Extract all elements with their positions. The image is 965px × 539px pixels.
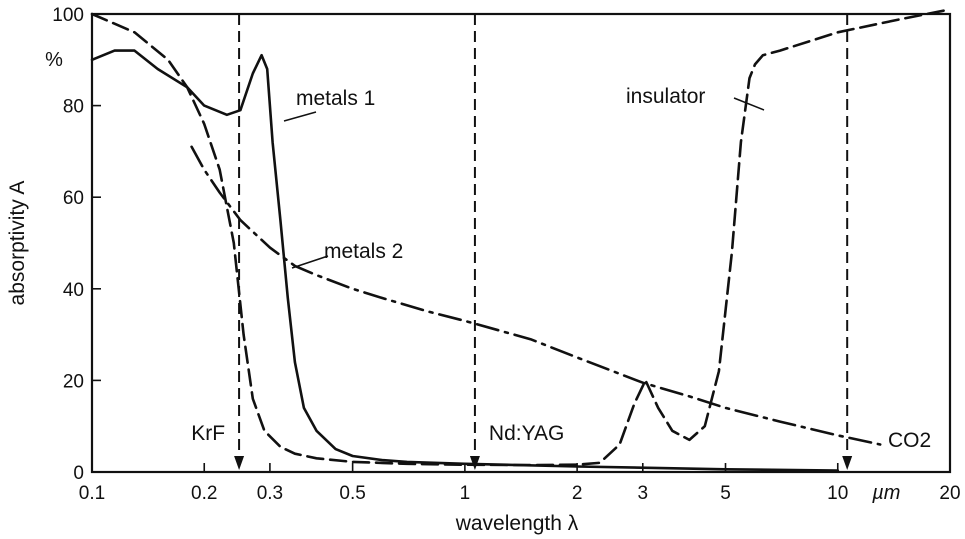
x-tick-label-8: 10 (827, 483, 848, 504)
ref-label-2: CO2 (888, 429, 931, 452)
ref-arrow-0 (234, 456, 245, 470)
y-tick-label-0: 0 (73, 463, 84, 484)
x-tick-label-9: 20 (939, 483, 960, 504)
x-tick-label-7: 5 (720, 483, 731, 504)
ref-arrow-2 (842, 456, 853, 470)
y-unit-label: % (45, 49, 63, 71)
x-tick-label-3: 0.5 (339, 483, 365, 504)
laser-reference-lines (234, 14, 853, 470)
y-tick-label-3: 60 (63, 188, 84, 209)
x-tick-label-4: 1 (460, 483, 471, 504)
x-tick-label-0: 0.1 (79, 483, 105, 504)
series-line-1 (190, 145, 882, 446)
series-leader-0 (283, 111, 317, 122)
x-tick-label-5: 2 (572, 483, 583, 504)
series-label-0: metals 1 (296, 87, 375, 110)
plot-frame (90, 12, 952, 474)
y-axis-title: absorptivity A (6, 181, 29, 306)
annotations: metals 1 metals 2 insulator KrF Nd:YAG CO2 (191, 85, 931, 452)
series-leader-2 (733, 97, 765, 111)
ref-label-1: Nd:YAG (489, 422, 564, 445)
series-leader-1 (291, 255, 329, 269)
y-tick-label-1: 20 (63, 371, 84, 392)
y-tick-label-2: 40 (63, 280, 84, 301)
data-series (90, 8, 952, 472)
x-tick-label-1: 0.2 (191, 483, 217, 504)
series-label-2: insulator (626, 85, 705, 108)
x-tick-label-6: 3 (637, 483, 648, 504)
x-axis-title: wavelength λ (455, 512, 579, 535)
x-tick-label-2: 0.3 (257, 483, 283, 504)
ref-label-0: KrF (191, 422, 225, 445)
y-tick-label-5: 100 (52, 5, 84, 26)
x-unit-label: µm (871, 482, 900, 504)
series-label-1: metals 2 (324, 240, 403, 263)
series-line-2 (90, 8, 952, 467)
y-tick-label-4: 80 (63, 97, 84, 118)
